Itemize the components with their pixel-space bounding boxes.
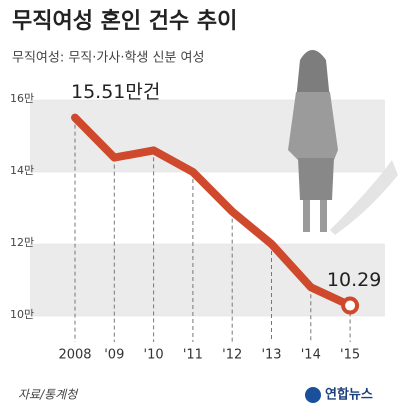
y-tick-label: 14만	[10, 164, 34, 177]
y-tick-label: 10만	[10, 308, 34, 321]
x-tick-label: 2008	[58, 348, 91, 363]
x-tick-label: '10	[144, 348, 164, 363]
source: 자료/통계청	[18, 388, 79, 402]
x-tick-label: '13	[261, 348, 281, 363]
x-tick-label: '14	[301, 348, 321, 363]
woman-figure	[288, 50, 398, 235]
x-tick-label: '15	[340, 348, 360, 363]
x-tick-label: '12	[222, 348, 242, 363]
series-line	[71, 113, 355, 310]
x-tick-label: '11	[183, 348, 203, 363]
logo: 연합뉴스	[325, 387, 373, 403]
value-label: 10.29	[327, 269, 381, 291]
end-marker	[341, 296, 360, 315]
grid-band	[30, 244, 385, 316]
value-label: 15.51만건	[71, 81, 160, 103]
y-tick-label: 12만	[10, 236, 34, 249]
logo-icon	[305, 387, 321, 403]
chart-subtitle: 무직여성: 무직·가사·학생 신분 여성	[12, 51, 204, 66]
chart-title: 무직여성 혼인 건수 추이	[12, 9, 237, 34]
y-tick-label: 16만	[10, 92, 34, 105]
x-tick-label: '09	[104, 348, 124, 363]
